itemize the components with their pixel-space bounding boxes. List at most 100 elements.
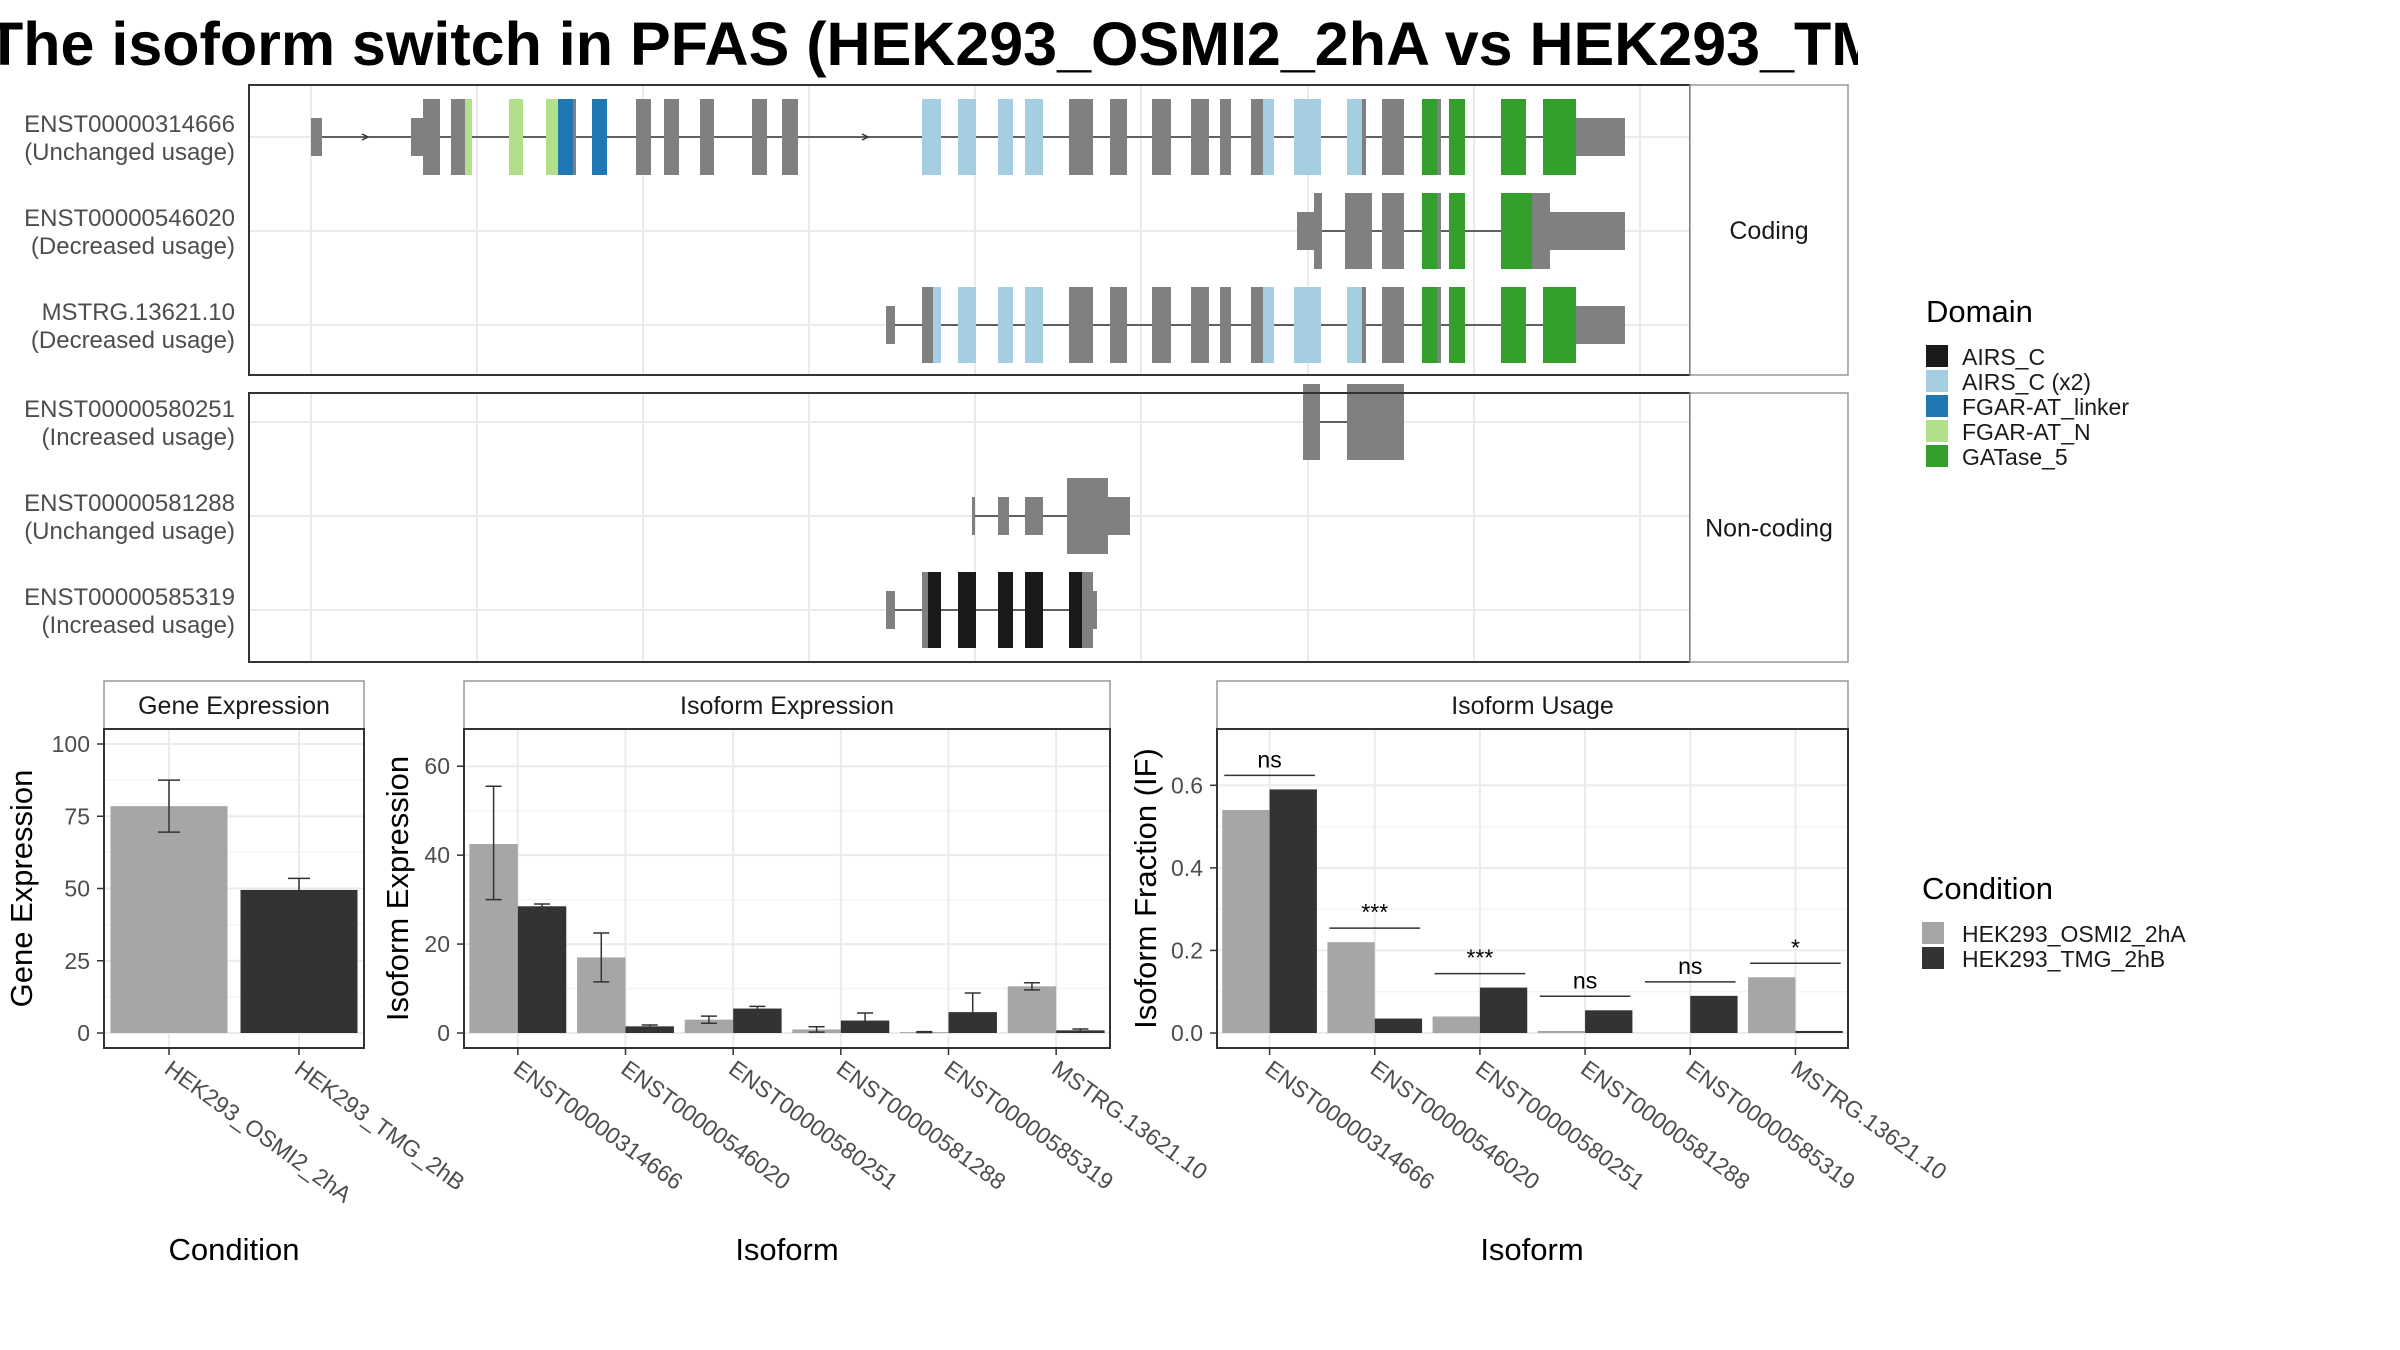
exon	[1069, 287, 1093, 363]
condition-legend-title: Condition	[1922, 871, 2053, 906]
exon	[1576, 118, 1625, 156]
domain-exon	[1025, 99, 1043, 175]
bar	[110, 806, 228, 1033]
x-tick-label: ENST00000580251	[1471, 1055, 1650, 1195]
exon	[1108, 497, 1130, 535]
domain-legend-swatch	[1926, 370, 1948, 392]
domain-exon	[928, 572, 941, 648]
exon	[1532, 193, 1550, 269]
domain-exon	[558, 99, 573, 175]
y-tick-label: 0.4	[1171, 855, 1203, 881]
domain-exon	[1501, 287, 1526, 363]
domain-exon	[1025, 287, 1043, 363]
domain-legend-swatch	[1926, 395, 1948, 417]
facet-strip-label: Non-coding	[1705, 515, 1833, 543]
bar	[1795, 1030, 1843, 1033]
x-tick-label: ENST00000546020	[1366, 1055, 1545, 1195]
condition-legend-swatch	[1922, 947, 1944, 969]
exon	[451, 99, 465, 175]
exon	[998, 497, 1009, 535]
isoform-usage-label: (Unchanged usage)	[24, 518, 235, 545]
y-tick-label: 0.6	[1171, 772, 1203, 798]
domain-exon	[546, 99, 558, 175]
exon	[1220, 287, 1231, 363]
bar	[1327, 942, 1375, 1033]
domain-exon	[922, 99, 941, 175]
isoform-id-label: ENST00000581288	[24, 490, 235, 517]
exon	[1362, 287, 1366, 363]
domain-legend-swatch	[1926, 445, 1948, 467]
exon	[1191, 287, 1209, 363]
domain-exon	[1501, 99, 1526, 175]
domain-exon	[1501, 193, 1532, 269]
chart-strip	[463, 680, 1111, 730]
domain-exon	[1347, 287, 1362, 363]
isoform-id-label: ENST00000585319	[24, 584, 235, 611]
bar	[1479, 987, 1528, 1033]
isoform-usage-label: (Unchanged usage)	[24, 139, 235, 166]
domain-exon	[1422, 193, 1437, 269]
x-axis-label: Isoform	[735, 1232, 838, 1267]
condition-legend-swatch	[1922, 922, 1944, 944]
exon	[1382, 193, 1404, 269]
exon	[1220, 99, 1231, 175]
exon	[886, 306, 895, 344]
domain-exon	[998, 572, 1013, 648]
domain-exon	[1449, 193, 1465, 269]
y-tick-label: 40	[424, 842, 450, 868]
exon	[1152, 287, 1171, 363]
bar	[1222, 810, 1270, 1033]
significance-label: ns	[1573, 967, 1597, 993]
exon	[922, 287, 933, 363]
exon	[1550, 212, 1625, 250]
bar	[1690, 995, 1738, 1033]
chart-panel-border	[463, 728, 1111, 1049]
x-tick-label: ENST00000581288	[1576, 1055, 1755, 1195]
exon	[1437, 287, 1441, 363]
exon	[664, 99, 679, 175]
exon	[1437, 193, 1441, 269]
y-tick-label: 25	[64, 948, 90, 974]
isoform-id-label: ENST00000546020	[24, 205, 235, 232]
significance-label: ***	[1361, 899, 1388, 925]
intron-arrow	[861, 133, 870, 141]
y-tick-label: 60	[424, 753, 450, 779]
exon	[1191, 99, 1209, 175]
exon	[972, 497, 975, 535]
exon	[311, 118, 322, 156]
bar	[625, 1026, 674, 1033]
domain-exon	[998, 99, 1013, 175]
domain-exon	[1449, 287, 1465, 363]
chart-panel-border	[1216, 728, 1849, 1049]
y-axis-label: Isoform Expression	[380, 756, 415, 1021]
exon	[1437, 99, 1441, 175]
bar	[1269, 789, 1317, 1033]
facet-strip	[1689, 392, 1849, 663]
bar	[1432, 1016, 1480, 1033]
domain-exon	[1449, 99, 1465, 175]
significance-label: ns	[1678, 953, 1702, 979]
bar	[517, 906, 567, 1033]
exon	[1251, 99, 1263, 175]
isoform-usage-label: (Decreased usage)	[31, 327, 235, 354]
domain-exon	[1543, 99, 1576, 175]
domain-legend-label: AIRS_C (x2)	[1962, 369, 2091, 395]
exon	[922, 572, 928, 648]
exon	[1347, 384, 1404, 460]
chart-strip	[1216, 680, 1849, 730]
domain-legend-swatch	[1926, 345, 1948, 367]
y-tick-label: 75	[64, 803, 90, 829]
domain-exon	[1263, 287, 1274, 363]
isoform-id-label: MSTRG.13621.10	[42, 299, 235, 326]
bar-chart-panel: Isoform Expression0204060ENST00000314666…	[380, 680, 1212, 1267]
exon	[1067, 478, 1088, 554]
bar	[1748, 977, 1796, 1033]
exon	[411, 118, 423, 156]
domain-exon	[958, 572, 976, 648]
exon	[1576, 306, 1625, 344]
domain-exon	[1263, 99, 1274, 175]
chart-strip-title: Gene Expression	[138, 692, 330, 720]
exon	[423, 99, 440, 175]
exon	[1110, 99, 1127, 175]
